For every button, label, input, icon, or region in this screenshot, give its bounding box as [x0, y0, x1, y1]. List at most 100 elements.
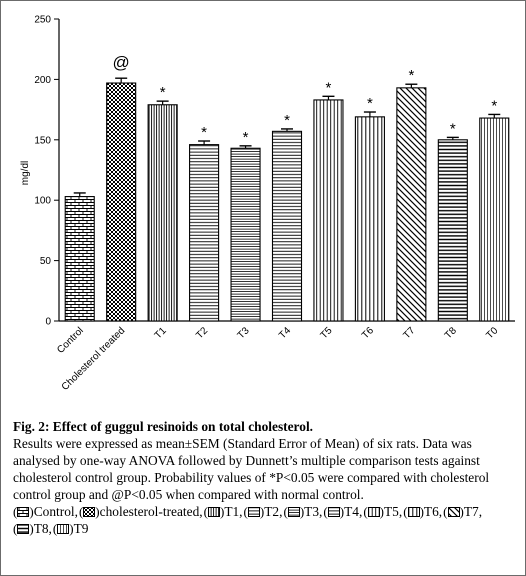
- legend-swatch: [247, 506, 260, 517]
- legend-paren: (: [283, 504, 288, 519]
- y-tick-label: 0: [45, 317, 51, 328]
- significance-marker: *: [450, 120, 456, 137]
- significance-marker: *: [201, 124, 207, 141]
- legend-item: () T5,: [363, 503, 402, 520]
- y-axis-label: mg/dl: [20, 161, 31, 185]
- legend-paren: ): [379, 504, 384, 519]
- bar-control: [64, 196, 95, 322]
- legend-paren: ): [69, 521, 74, 536]
- x-tick-label: T6: [360, 325, 376, 341]
- legend-item: () T6,: [403, 503, 442, 520]
- legend-swatch: [17, 506, 30, 517]
- bar-t6: [354, 116, 385, 322]
- bar-cholesterol-treated: [106, 82, 137, 322]
- legend-paren: (: [52, 521, 58, 536]
- legend-item: () T8,: [13, 520, 52, 537]
- legend-swatch: [327, 506, 340, 517]
- legend-label: T3,: [304, 504, 323, 519]
- legend-paren: (: [323, 504, 328, 519]
- x-tick-label: T5: [319, 325, 335, 341]
- bar-t1: [147, 104, 178, 322]
- legend-item: () T3,: [283, 503, 322, 520]
- legend-item: () Control,: [13, 503, 78, 520]
- x-tick-label: T7: [401, 325, 417, 341]
- legend-label: T2,: [264, 504, 283, 519]
- bar-t8: [437, 139, 468, 322]
- legend-paren: ): [29, 504, 34, 519]
- y-tick-label: 150: [34, 135, 51, 146]
- figure-title: Fig. 2: Effect of guggul resinoids on to…: [13, 419, 314, 434]
- legend-paren: ): [419, 504, 424, 519]
- y-tick-label: 100: [34, 196, 51, 207]
- legend-label: T7,: [463, 504, 483, 519]
- legend-swatch: [207, 506, 220, 517]
- y-tick-label: 50: [40, 256, 52, 267]
- y-axis: [54, 18, 60, 322]
- legend-paren: ): [459, 504, 464, 519]
- x-tick-label: T4: [277, 325, 293, 341]
- legend-paren: (: [203, 504, 208, 519]
- legend-swatch: [287, 506, 300, 517]
- legend-paren: ): [219, 504, 225, 519]
- legend-paren: (: [363, 504, 368, 519]
- legend-paren: (: [243, 504, 248, 519]
- legend-item: () T7,: [443, 503, 482, 520]
- x-tick-label: T1: [153, 325, 169, 341]
- significance-marker: *: [408, 67, 414, 84]
- legend-swatch: [447, 506, 460, 517]
- bar-t7: [396, 87, 427, 322]
- legend-label: T9: [73, 521, 89, 536]
- legend-item: () T1,: [204, 503, 243, 520]
- legend-swatch: [17, 523, 30, 534]
- bar-t2: [189, 144, 220, 322]
- bars: @ * * * * * * * * *: [64, 53, 510, 322]
- bar-t0: [479, 117, 510, 322]
- legend-item: () T9: [53, 520, 89, 537]
- legend-label: T6,: [423, 504, 443, 519]
- legend-swatch: [83, 506, 96, 517]
- legend-item: () cholesterol-treated,: [79, 503, 203, 520]
- significance-marker: *: [367, 95, 373, 112]
- legend-label: T5,: [384, 504, 403, 519]
- legend-paren: ): [29, 521, 34, 536]
- significance-marker: *: [284, 112, 290, 129]
- bar-t4: [271, 130, 303, 322]
- legend-paren: (: [13, 521, 18, 536]
- legend-paren: (: [443, 504, 448, 519]
- legend-paren: (: [13, 504, 18, 519]
- legend-label: cholesterol-treated,: [99, 504, 203, 519]
- legend-paren: (: [78, 504, 84, 519]
- y-tick-label: 200: [34, 75, 51, 86]
- legend-paren: ): [339, 504, 345, 519]
- x-tick-label: T3: [236, 325, 252, 341]
- significance-marker: *: [243, 129, 249, 146]
- significance-marker: *: [491, 97, 497, 114]
- legend-item: () T4,: [323, 503, 362, 520]
- x-tick-label: T0: [484, 325, 500, 341]
- y-tick-labels: 0 50 100 150 200 250: [34, 15, 51, 328]
- legend-label: Control,: [33, 504, 78, 519]
- significance-marker: *: [160, 84, 166, 101]
- legend-swatch: [407, 506, 420, 517]
- x-tick-label: T2: [194, 325, 210, 341]
- legend-swatch: [57, 523, 70, 534]
- significance-marker: *: [326, 79, 332, 96]
- legend: () Control,() cholesterol-treated,() T1,…: [13, 503, 519, 537]
- legend-paren: ): [299, 504, 305, 519]
- legend-swatch: [367, 506, 380, 517]
- legend-item: () T2,: [244, 503, 283, 520]
- legend-paren: ): [259, 504, 265, 519]
- bar-t3: [230, 147, 261, 322]
- figure-caption: Fig. 2: Effect of guggul resinoids on to…: [13, 418, 519, 537]
- bar-t5: [313, 99, 344, 322]
- x-tick-label: Control: [55, 325, 86, 356]
- legend-paren: ): [95, 504, 100, 519]
- significance-marker: @: [113, 53, 130, 72]
- y-tick-label: 250: [34, 15, 51, 26]
- legend-label: T1,: [224, 504, 243, 519]
- legend-paren: (: [403, 504, 408, 519]
- caption-body: Results were expressed as mean±SEM (Stan…: [13, 436, 490, 502]
